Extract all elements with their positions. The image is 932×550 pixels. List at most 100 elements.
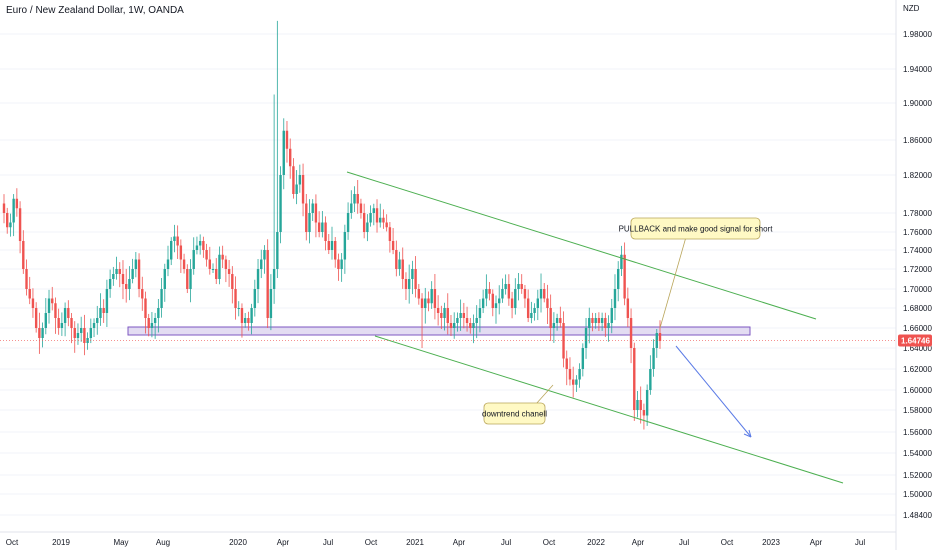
candle-body[interactable] xyxy=(63,308,67,323)
candle-body[interactable] xyxy=(642,410,646,416)
candle-body[interactable] xyxy=(160,289,163,308)
candle-body[interactable] xyxy=(449,323,453,328)
candle-body[interactable] xyxy=(514,289,517,308)
candle-body[interactable] xyxy=(215,269,218,279)
candle-body[interactable] xyxy=(517,284,520,289)
candle-body[interactable] xyxy=(559,318,562,323)
candle-body[interactable] xyxy=(221,254,224,260)
candle-body[interactable] xyxy=(298,175,302,185)
candle-body[interactable] xyxy=(208,259,212,270)
candle-body[interactable] xyxy=(218,254,221,279)
candle-body[interactable] xyxy=(44,313,48,328)
candle-body[interactable] xyxy=(54,303,57,318)
candle-body[interactable] xyxy=(115,269,118,274)
candle-body[interactable] xyxy=(192,250,195,269)
candle-body[interactable] xyxy=(520,284,523,289)
candle-body[interactable] xyxy=(118,269,121,274)
candle-body[interactable] xyxy=(375,208,379,223)
candle-body[interactable] xyxy=(356,194,359,204)
candle-body[interactable] xyxy=(173,236,176,242)
candle-body[interactable] xyxy=(92,323,96,328)
candle-body[interactable] xyxy=(12,198,15,223)
candle-body[interactable] xyxy=(176,236,179,246)
candle-body[interactable] xyxy=(47,298,51,314)
candle-body[interactable] xyxy=(282,130,285,175)
candle-body[interactable] xyxy=(311,203,314,214)
candle-body[interactable] xyxy=(141,289,144,299)
candle-body[interactable] xyxy=(481,298,485,309)
candle-body[interactable] xyxy=(607,323,610,328)
candle-body[interactable] xyxy=(9,222,12,228)
candle-body[interactable] xyxy=(250,308,253,323)
candle-body[interactable] xyxy=(128,279,131,289)
candle-body[interactable] xyxy=(76,333,80,338)
candle-body[interactable] xyxy=(359,203,363,214)
candle-body[interactable] xyxy=(494,303,498,308)
candle-body[interactable] xyxy=(649,369,652,390)
candle-body[interactable] xyxy=(546,298,549,309)
candle-body[interactable] xyxy=(658,333,662,341)
candle-body[interactable] xyxy=(581,348,585,369)
candle-body[interactable] xyxy=(526,298,530,319)
candle-body[interactable] xyxy=(6,213,9,228)
candle-body[interactable] xyxy=(475,318,478,323)
candle-body[interactable] xyxy=(498,298,501,304)
candle-body[interactable] xyxy=(604,318,607,328)
candle-body[interactable] xyxy=(501,289,504,299)
candle-body[interactable] xyxy=(34,308,38,328)
candle-body[interactable] xyxy=(15,198,19,209)
candle-body[interactable] xyxy=(465,318,469,323)
candle-body[interactable] xyxy=(485,289,488,299)
candle-body[interactable] xyxy=(38,328,41,338)
candle-body[interactable] xyxy=(272,269,276,289)
candle-body[interactable] xyxy=(137,259,141,290)
candle-body[interactable] xyxy=(170,241,173,260)
candle-body[interactable] xyxy=(507,284,511,299)
candle-body[interactable] xyxy=(334,241,337,260)
candle-body[interactable] xyxy=(472,323,475,328)
candle-body[interactable] xyxy=(163,269,166,289)
candle-body[interactable] xyxy=(462,313,466,318)
candle-body[interactable] xyxy=(253,289,257,308)
candle-body[interactable] xyxy=(533,308,536,313)
candle-body[interactable] xyxy=(305,203,308,233)
candle-body[interactable] xyxy=(578,369,581,380)
candle-body[interactable] xyxy=(350,203,353,214)
candle-body[interactable] xyxy=(308,213,311,232)
candle-body[interactable] xyxy=(633,348,636,410)
candle-body[interactable] xyxy=(388,227,392,241)
candle-body[interactable] xyxy=(655,333,658,348)
candle-body[interactable] xyxy=(427,298,430,304)
candle-body[interactable] xyxy=(488,289,491,294)
support-zone[interactable] xyxy=(127,326,751,336)
candle-body[interactable] xyxy=(263,250,266,260)
candle-body[interactable] xyxy=(575,379,578,385)
candle-body[interactable] xyxy=(382,217,385,223)
candle-body[interactable] xyxy=(321,222,324,233)
candle-body[interactable] xyxy=(510,298,514,309)
candle-body[interactable] xyxy=(301,175,305,204)
candle-body[interactable] xyxy=(295,184,298,195)
candle-body[interactable] xyxy=(452,323,456,328)
candle-body[interactable] xyxy=(652,348,655,369)
candle-body[interactable] xyxy=(555,318,559,323)
candle-body[interactable] xyxy=(597,318,601,323)
candle-body[interactable] xyxy=(613,289,617,308)
candle-body[interactable] xyxy=(96,318,99,323)
candle-body[interactable] xyxy=(626,298,630,319)
candle-body[interactable] xyxy=(41,328,44,338)
candle-body[interactable] xyxy=(530,313,533,318)
candle-body[interactable] xyxy=(25,269,28,289)
candle-body[interactable] xyxy=(420,298,424,309)
candle-body[interactable] xyxy=(398,259,401,270)
candle-body[interactable] xyxy=(202,241,205,250)
candle-body[interactable] xyxy=(240,308,244,323)
pullback-callout-box[interactable] xyxy=(630,217,761,240)
candle-body[interactable] xyxy=(616,269,620,289)
candle-body[interactable] xyxy=(314,203,318,223)
candle-body[interactable] xyxy=(292,166,295,194)
candle-body[interactable] xyxy=(436,308,440,313)
candle-body[interactable] xyxy=(211,269,215,270)
candle-body[interactable] xyxy=(379,217,382,223)
candle-body[interactable] xyxy=(591,318,594,323)
